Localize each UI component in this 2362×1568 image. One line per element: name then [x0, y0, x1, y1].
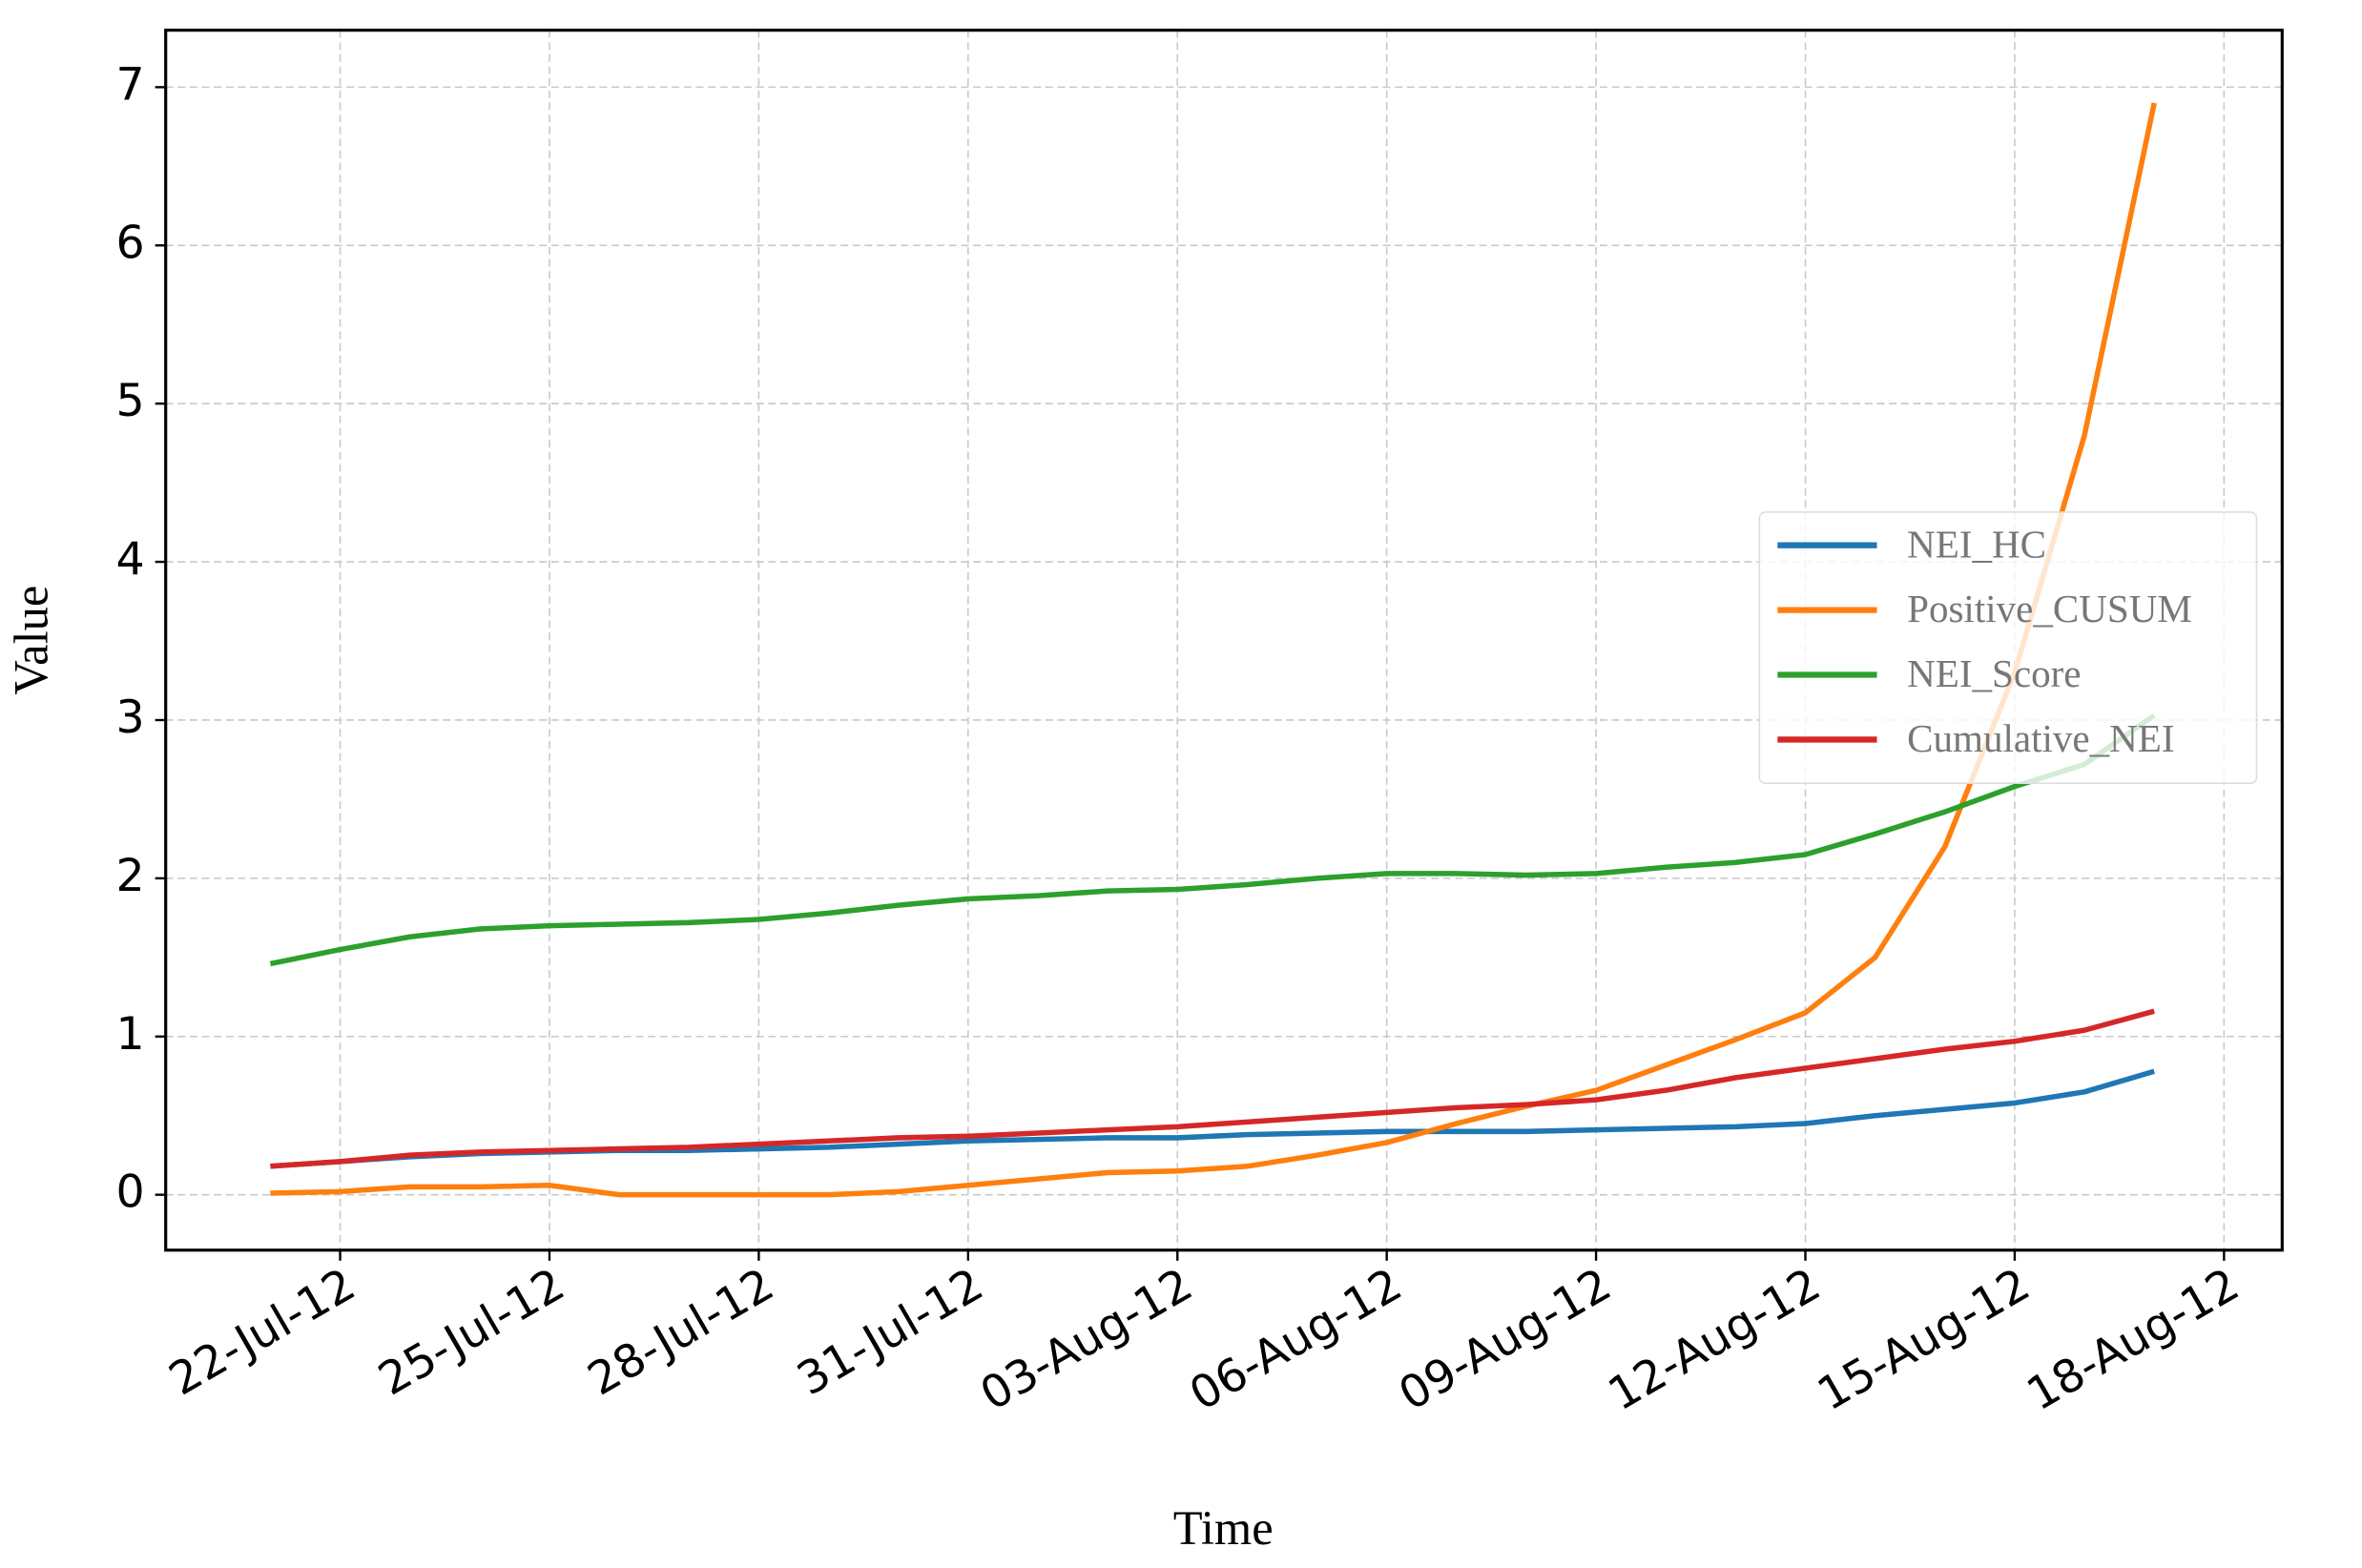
- legend-label: NEI_HC: [1907, 522, 2046, 566]
- y-tick-label: 6: [115, 217, 144, 269]
- legend-label: Positive_CUSUM: [1907, 587, 2192, 630]
- plot-frame: [164, 29, 2284, 1252]
- y-tick-label: 5: [115, 375, 144, 427]
- x-tick-label: 31-Jul-12: [789, 1258, 992, 1406]
- series-line: [270, 1008, 2155, 1169]
- y-axis-label: Value: [4, 586, 57, 695]
- legend-box: [1758, 511, 2258, 785]
- y-tick-label: 0: [115, 1166, 144, 1219]
- x-tick-label: 25-Jul-12: [370, 1258, 573, 1406]
- x-axis-label: Time: [1173, 1501, 1274, 1555]
- series-line: [270, 102, 2157, 1198]
- x-tick-label: 18-Aug-12: [2019, 1258, 2248, 1421]
- x-tick-label: 15-Aug-12: [1809, 1258, 2039, 1421]
- x-tick-label: 28-Jul-12: [579, 1258, 782, 1406]
- y-tick-label: 4: [115, 533, 144, 586]
- x-tick-label: 22-Jul-12: [160, 1258, 363, 1406]
- x-tick-label: 12-Aug-12: [1600, 1258, 1830, 1421]
- x-tick-label: 03-Aug-12: [972, 1258, 1202, 1421]
- x-tick-label: 06-Aug-12: [1181, 1258, 1411, 1421]
- y-tick-label: 7: [115, 58, 144, 111]
- y-tick-label: 1: [115, 1008, 144, 1061]
- legend-label: Cumulative_NEI: [1907, 716, 2174, 760]
- legend-label: NEI_Score: [1907, 651, 2081, 695]
- y-tick-label: 2: [115, 850, 144, 902]
- x-tick-label: 09-Aug-12: [1391, 1258, 1621, 1421]
- series-line: [269, 712, 2156, 967]
- y-tick-label: 3: [115, 691, 144, 744]
